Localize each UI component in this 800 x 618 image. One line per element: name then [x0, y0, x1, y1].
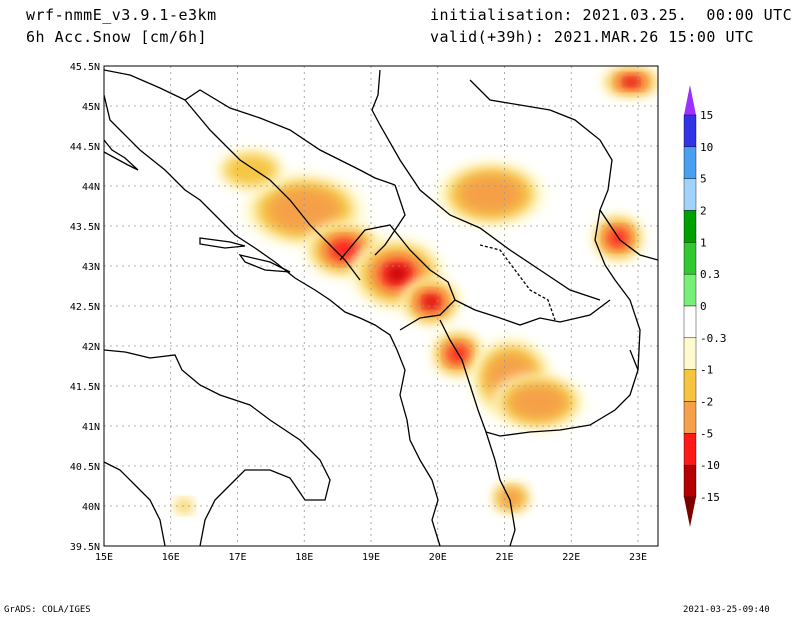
x-tick-22E: 22E — [562, 552, 580, 563]
istria — [104, 139, 139, 171]
legend-box-7 — [683, 337, 697, 370]
legend-arrow-bottom — [684, 497, 696, 527]
y-tick-41N: 41N — [82, 422, 100, 433]
border-serbia-romania — [379, 124, 601, 301]
y-tick-41.5N: 41.5N — [70, 382, 100, 393]
snow-blob-7-level-4 — [625, 78, 638, 86]
legend-box-5 — [683, 273, 697, 307]
border-montenegro — [339, 224, 456, 331]
y-tick-42N: 42N — [82, 342, 100, 353]
y-tick-39.5N: 39.5N — [70, 542, 100, 553]
valid-time: valid(+39h): 2021.MAR.26 15:00 UTC — [430, 28, 755, 46]
legend-box-9 — [683, 401, 697, 434]
snow-blob-12-level-1 — [176, 499, 193, 513]
border-slovenia-croatia — [104, 69, 396, 186]
border-kosovo-dashed — [479, 244, 556, 321]
border-albania-east — [439, 319, 639, 437]
adriatic-east-coast — [104, 94, 441, 546]
field-name: 6h Acc.Snow [cm/6h] — [26, 28, 208, 46]
legend-label-6: 0 — [700, 300, 707, 313]
snow-blob-6-level-2 — [509, 385, 566, 419]
border-macedonia-greece — [485, 431, 516, 546]
border-bosnia-south — [184, 99, 361, 281]
border-serbia-kosovo — [454, 299, 611, 326]
legend-box-11 — [683, 464, 697, 498]
y-tick-44.5N: 44.5N — [70, 142, 100, 153]
y-tick-40N: 40N — [82, 502, 100, 513]
legend-box-4 — [683, 242, 697, 275]
footer-software: GrADS: COLA/IGES — [4, 605, 91, 615]
legend-box-10 — [683, 433, 697, 466]
axis-ticks: 15E 16E 17E 18E 19E 20E 21E 22E 23E 39.5N 40N 40.5N… — [70, 62, 647, 563]
island-2 — [238, 253, 291, 273]
snow-shading — [174, 66, 658, 514]
y-tick-42.5N: 42.5N — [70, 302, 100, 313]
snow-blob-10-level-1 — [224, 154, 278, 186]
legend-label-12: -15 — [700, 491, 720, 504]
y-tick-45.5N: 45.5N — [70, 62, 100, 73]
snow-blob-2-level-4 — [388, 266, 408, 282]
color-legend: 15 10 5 2 1 0.3 0 -0.3 -1 -2 -5 -10 -15 — [683, 85, 727, 527]
y-tick-45N: 45N — [82, 102, 100, 113]
gridlines — [104, 66, 658, 546]
italy-heel — [104, 461, 166, 546]
plot-frame — [103, 65, 659, 547]
y-tick-43.5N: 43.5N — [70, 222, 100, 233]
init-time: initialisation: 2021.03.25. 00:00 UTC — [430, 6, 793, 24]
x-tick-15E: 15E — [95, 552, 113, 563]
legend-label-8: -1 — [700, 364, 713, 377]
y-tick-44N: 44N — [82, 182, 100, 193]
x-tick-18E: 18E — [295, 552, 313, 563]
legend-box-3 — [683, 210, 697, 243]
italy-coastline — [104, 349, 331, 546]
legend-box-0 — [683, 114, 697, 148]
model-name: wrf-nmmE_v3.9.1-e3km — [26, 6, 217, 24]
y-tick-43N: 43N — [82, 262, 100, 273]
legend-label-11: -10 — [700, 459, 720, 472]
legend-box-2 — [683, 178, 697, 211]
snow-map: 15E 16E 17E 18E 19E 20E 21E 22E 23E 39.5N 40N 40.5N… — [70, 62, 727, 563]
x-tick-20E: 20E — [429, 552, 447, 563]
x-tick-23E: 23E — [629, 552, 647, 563]
snow-blob-11-level-2 — [499, 488, 524, 508]
legend-arrow-top — [684, 85, 696, 115]
legend-label-4: 1 — [700, 236, 707, 249]
island-1 — [199, 237, 246, 249]
x-tick-19E: 19E — [362, 552, 380, 563]
legend-label-2: 5 — [700, 173, 707, 186]
x-tick-21E: 21E — [495, 552, 513, 563]
legend-label-3: 2 — [700, 205, 707, 218]
snow-blob-3-level-4 — [425, 297, 438, 307]
border-bulgaria-macedonia — [594, 209, 641, 371]
snow-blob-9-level-2 — [459, 174, 524, 214]
x-tick-17E: 17E — [228, 552, 246, 563]
legend-label-10: -5 — [700, 427, 713, 440]
x-tick-16E: 16E — [162, 552, 180, 563]
border-north-danube — [371, 69, 381, 126]
legend-box-6 — [683, 305, 697, 339]
border-romania-bulgaria — [469, 79, 658, 261]
legend-box-8 — [683, 369, 697, 402]
y-tick-40.5N: 40.5N — [70, 462, 100, 473]
legend-label-5: 0.3 — [700, 268, 720, 281]
legend-box-1 — [683, 146, 697, 179]
legend-label-7: -0.3 — [700, 332, 727, 345]
border-croatia-bosnia-north — [374, 184, 406, 256]
footer-timestamp: 2021-03-25-09:40 — [683, 605, 770, 615]
legend-label-9: -2 — [700, 396, 713, 409]
legend-label-0: 15 — [700, 109, 713, 122]
legend-label-1: 10 — [700, 141, 713, 154]
coastlines-borders — [104, 69, 658, 546]
